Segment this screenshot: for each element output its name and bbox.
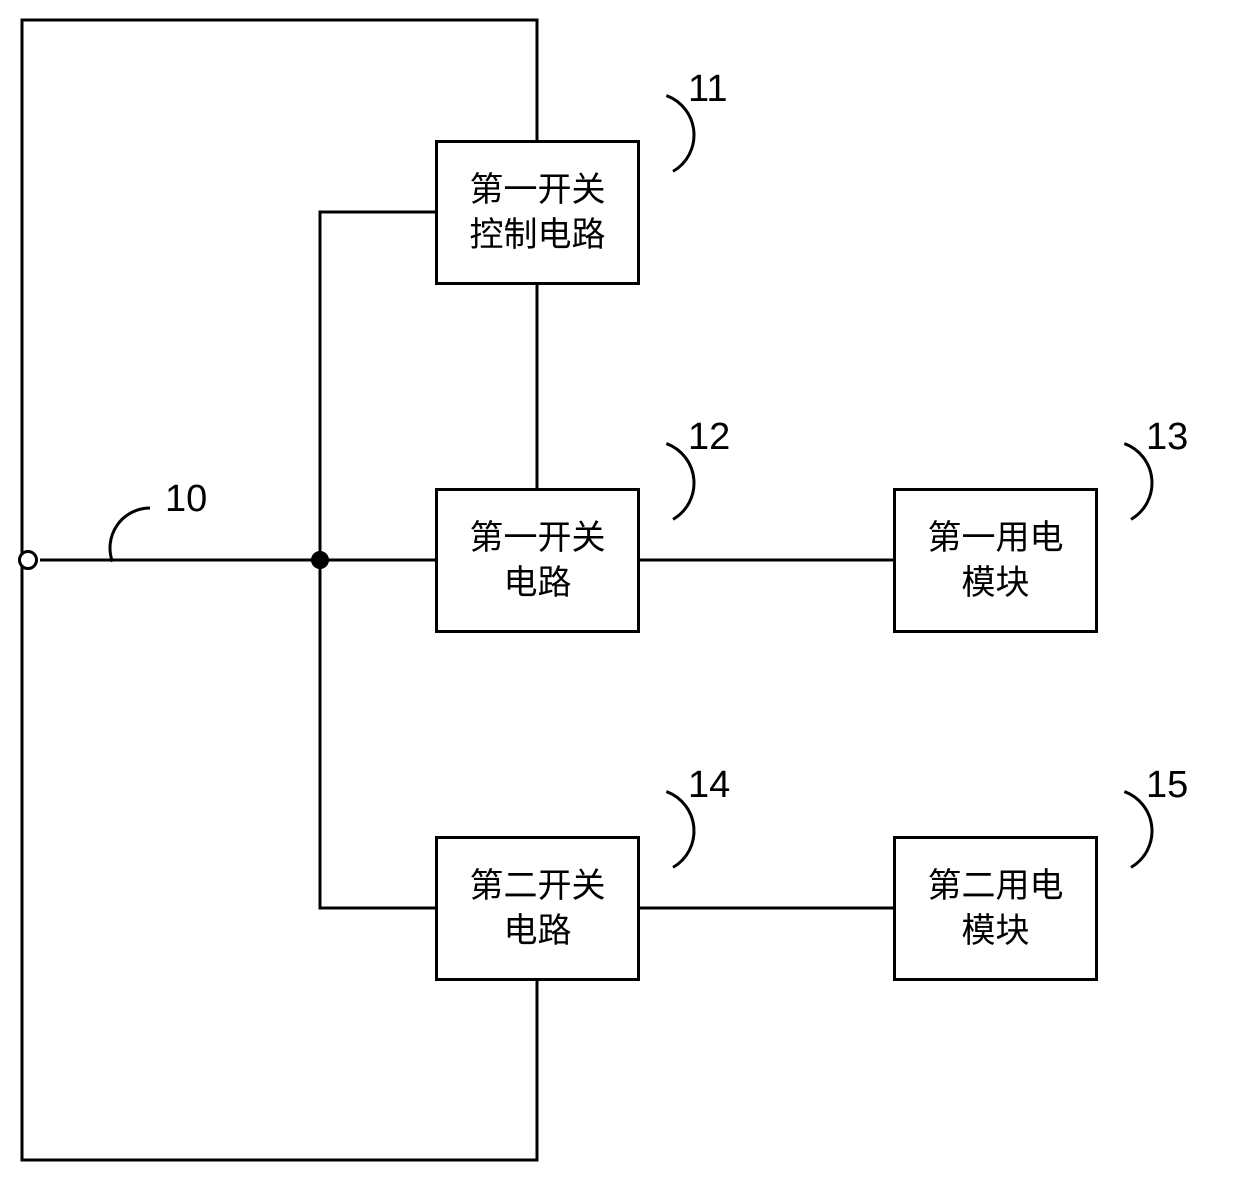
node-11-callout: 11 [688,68,727,111]
node-14-line2: 电路 [504,909,572,953]
node-12-line2: 电路 [504,561,572,605]
input-port [18,550,38,570]
node-11-first-switch-control-circuit: 第一开关 控制电路 [435,140,640,285]
node-12-first-switch-circuit: 第一开关 电路 [435,488,640,633]
node-13-line1: 第一用电 [928,516,1064,560]
node-11-line2: 控制电路 [470,213,606,257]
node-14-callout: 14 [688,764,730,807]
node-14-second-switch-circuit: 第二开关 电路 [435,836,640,981]
node-15-line1: 第二用电 [928,864,1064,908]
node-15-line2: 模块 [962,909,1030,953]
node-14-line1: 第二开关 [470,864,606,908]
port-label: 10 [165,478,207,521]
node-12-line1: 第一开关 [470,516,606,560]
node-12-callout: 12 [688,416,730,459]
block-diagram: 10 第一开关 控制电路 11 第一开关 电路 12 第一用电 模块 13 第二… [0,0,1249,1184]
node-11-line1: 第一开关 [470,168,606,212]
node-13-line2: 模块 [962,561,1030,605]
node-15-second-power-module: 第二用电 模块 [893,836,1098,981]
junction-dot [311,551,329,569]
node-15-callout: 15 [1146,764,1188,807]
node-13-callout: 13 [1146,416,1188,459]
node-13-first-power-module: 第一用电 模块 [893,488,1098,633]
